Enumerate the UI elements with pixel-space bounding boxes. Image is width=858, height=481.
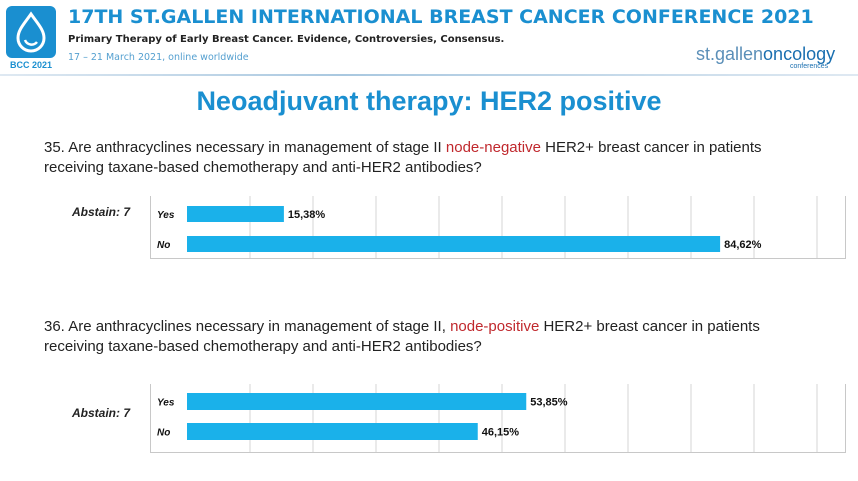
brand-tagline: conferences [790,63,829,70]
bar-chart-36: Yes 53,85% No 46,15% [157,384,818,452]
conference-dates: 17 – 21 March 2021, online worldwide [68,52,249,63]
logo-drop-icon [16,11,46,53]
conference-title: 17TH ST.GALLEN INTERNATIONAL BREAST CANC… [68,6,814,28]
category-label: No [157,428,170,439]
question-highlight: node-positive [450,318,540,335]
bar-yes [187,206,284,222]
chart-panel-35: Yes 15,38% No 84,62% [150,196,846,259]
question-text: HER2+ breast cancer in patients receivin… [44,139,762,176]
value-label: 84,62% [724,239,762,251]
conference-subtitle: Primary Therapy of Early Breast Cancer. … [68,34,505,45]
logo-year: BCC 2021 [9,60,53,70]
question-text: HER2+ breast cancer in patients receivin… [44,318,760,355]
question-36: 36. Are anthracyclines necessary in mana… [44,317,824,357]
abstain-count: Abstain: 7 [72,406,131,420]
bar-yes [187,393,527,410]
chart-panel-36: Yes 53,85% No 46,15% [150,384,846,453]
abstain-count: Abstain: 7 [72,205,131,219]
brand-logo: st.gallenoncology [696,44,835,65]
category-label: No [157,240,170,251]
category-label: Yes [157,398,175,409]
conference-header: BCC 2021 17TH ST.GALLEN INTERNATIONAL BR… [0,0,858,76]
value-label: 46,15% [482,427,520,439]
question-text: 35. Are anthracyclines necessary in mana… [44,139,446,156]
brand-prefix: st.gallen [696,44,764,64]
question-highlight: node-negative [445,139,541,156]
bar-chart-35: Yes 15,38% No 84,62% [157,196,818,258]
value-label: 53,85% [530,397,568,409]
category-label: Yes [157,210,175,221]
bar-no [187,236,721,252]
conference-logo [6,6,56,58]
bar-no [187,423,478,440]
brand-main: oncology [763,44,836,64]
slide-title: Neoadjuvant therapy: HER2 positive [196,86,662,116]
question-text: 36. Are anthracyclines necessary in mana… [44,318,451,335]
header-divider [0,74,858,76]
value-label: 15,38% [288,209,326,221]
question-35: 35. Are anthracyclines necessary in mana… [44,138,824,178]
